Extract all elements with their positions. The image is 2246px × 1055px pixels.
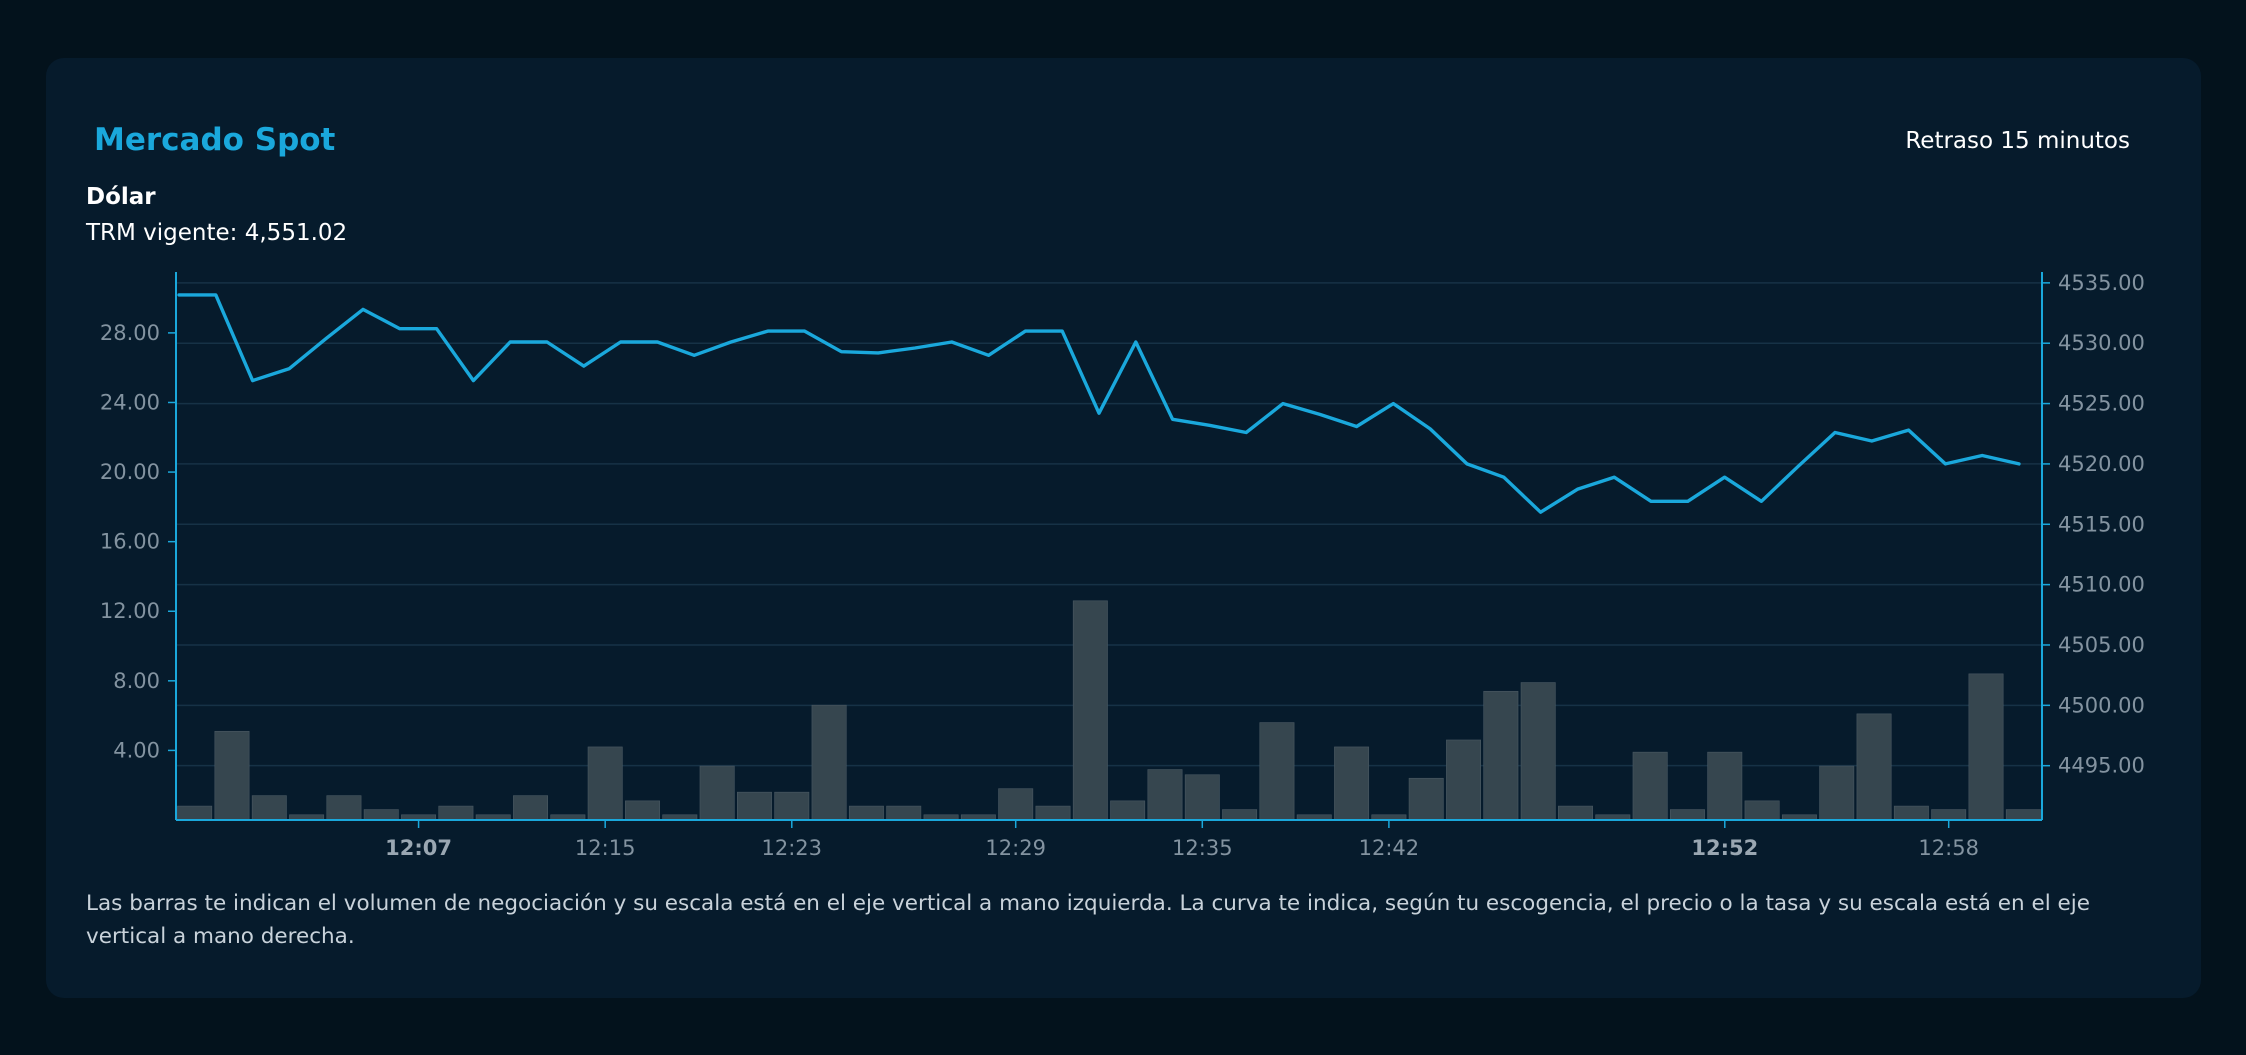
left-tick-label: 12.00	[100, 599, 160, 623]
right-tick-label: 4535.00	[2058, 271, 2145, 295]
left-tick-label: 4.00	[113, 738, 160, 762]
volume-bar	[1334, 746, 1370, 821]
volume-bar	[326, 795, 362, 821]
right-tick-label: 4500.00	[2058, 693, 2145, 717]
x-tick-label: 12:07	[385, 836, 452, 860]
volume-bar	[1483, 690, 1519, 821]
volume-bar	[998, 788, 1034, 821]
volume-bar	[1819, 765, 1855, 821]
volume-bar	[774, 791, 810, 821]
right-tick-label: 4515.00	[2058, 512, 2145, 536]
volume-bar	[251, 795, 287, 821]
left-tick-label: 24.00	[100, 390, 160, 414]
right-tick-label: 4495.00	[2058, 754, 2145, 778]
page-title: Mercado Spot	[94, 122, 336, 158]
volume-bar	[1931, 809, 1967, 821]
x-tick-label: 12:23	[762, 836, 823, 860]
volume-bar	[1632, 751, 1668, 821]
x-tick-label: 12:15	[575, 836, 636, 860]
volume-bar	[848, 805, 884, 821]
volume-bar	[1670, 809, 1705, 821]
x-tick-label: 12:35	[1172, 836, 1233, 860]
volume-bar	[2005, 809, 2041, 821]
volume-bar	[513, 795, 549, 821]
volume-bar	[1147, 769, 1183, 821]
volume-bar	[1110, 800, 1146, 821]
volume-bar	[811, 704, 847, 821]
volume-bar	[1259, 722, 1295, 821]
price-line-layer	[177, 293, 2021, 514]
right-tick-label: 4530.00	[2058, 331, 2145, 355]
volume-bar	[1707, 751, 1743, 821]
right-tick-label: 4520.00	[2058, 452, 2145, 476]
volume-bar	[625, 800, 660, 821]
volume-bar	[1408, 777, 1444, 821]
x-tick-label: 12:42	[1359, 836, 1420, 860]
delay-notice: Retraso 15 minutos	[1905, 128, 2130, 154]
left-tick-label: 28.00	[100, 321, 160, 345]
trm-label: TRM vigente: 4,551.02	[86, 220, 348, 246]
volume-bar	[1968, 673, 2004, 821]
volume-bar	[1035, 805, 1071, 821]
volume-bar	[1446, 739, 1482, 821]
volume-bar	[177, 805, 213, 821]
tick-labels: 4.00 8.00 12.00 16.00 20.00 24.00 28.00 4495.00…	[100, 271, 2145, 860]
market-card	[46, 58, 2201, 998]
left-tick-label: 16.00	[100, 530, 160, 554]
chart-grid	[176, 282, 2042, 767]
left-tick-label: 20.00	[100, 460, 160, 484]
right-tick-label: 4505.00	[2058, 633, 2145, 657]
volume-bar	[1520, 682, 1556, 821]
x-tick-label: 12:29	[985, 836, 1046, 860]
volume-bar	[1558, 805, 1593, 821]
right-tick-label: 4525.00	[2058, 392, 2145, 416]
volume-bar	[1072, 600, 1108, 821]
volume-bar	[1222, 809, 1258, 821]
volume-bar	[1184, 774, 1220, 821]
x-tick-label: 12:58	[1918, 836, 1979, 860]
asset-label: Dólar	[86, 184, 156, 210]
volume-bar	[438, 805, 474, 821]
volume-bar	[1744, 800, 1780, 821]
price-line	[177, 293, 2021, 514]
chart-axes	[168, 272, 2050, 828]
right-tick-label: 4510.00	[2058, 573, 2145, 597]
volume-bars	[177, 600, 2041, 821]
volume-bar	[1893, 805, 1929, 821]
chart-explanation: Las barras te indican el volumen de nego…	[86, 891, 2090, 949]
volume-bar	[363, 809, 399, 821]
volume-bar	[699, 765, 735, 821]
left-tick-label: 8.00	[113, 669, 160, 693]
volume-bar	[587, 746, 623, 821]
volume-bar	[214, 730, 250, 821]
x-tick-label: 12:52	[1691, 836, 1758, 860]
volume-bar	[1856, 713, 1892, 821]
volume-bar	[886, 805, 922, 821]
volume-bar	[736, 791, 772, 821]
